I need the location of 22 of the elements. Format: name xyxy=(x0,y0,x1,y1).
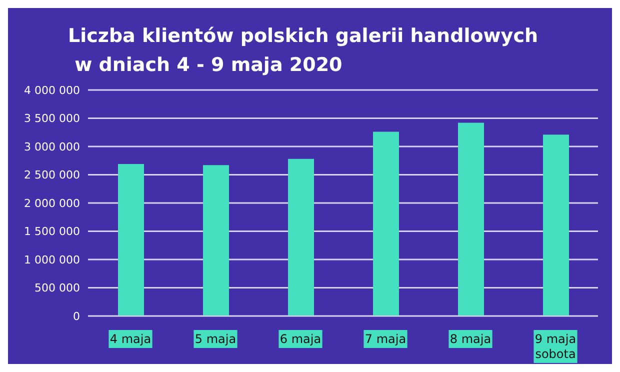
bar xyxy=(288,158,314,316)
y-tick-label: 1 500 000 xyxy=(24,225,80,238)
bar xyxy=(118,164,144,316)
x-tick-label: 8 maja xyxy=(450,332,492,346)
y-tick-label: 1 000 000 xyxy=(24,253,80,266)
bar xyxy=(203,165,229,316)
y-tick-label: 0 xyxy=(73,310,80,323)
y-tick-label: 2 500 000 xyxy=(24,168,80,182)
x-tick-label: 6 maja xyxy=(280,332,322,346)
y-tick-label: 500 000 xyxy=(34,282,80,295)
x-tick-label: 9 maja sobota xyxy=(534,332,576,361)
x-tick-label: 4 maja xyxy=(110,332,152,346)
bar xyxy=(458,122,484,316)
y-tick-label: 3 500 000 xyxy=(24,112,80,126)
y-tick-label: 3 000 000 xyxy=(24,140,80,154)
x-tick-label: 7 maja xyxy=(364,332,406,346)
bar xyxy=(373,132,399,316)
bar xyxy=(543,134,569,316)
x-tick-label: 5 maja xyxy=(194,332,236,346)
chart-title: Liczba klientów polskich galerii handlowych w dniach 4 - 9 maja 2020 xyxy=(68,24,538,78)
y-tick-label: 2 000 000 xyxy=(24,196,80,210)
y-tick-label: 4 000 000 xyxy=(24,84,80,97)
